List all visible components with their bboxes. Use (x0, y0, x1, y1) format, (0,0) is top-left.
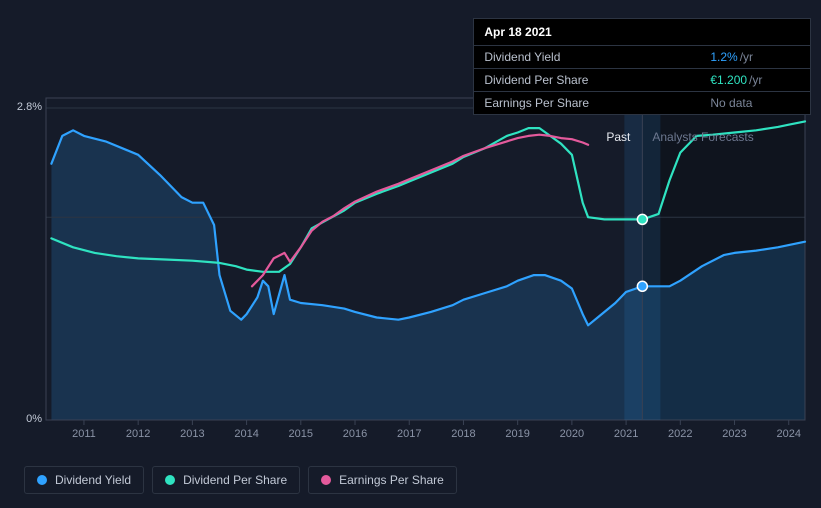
legend-item-eps[interactable]: Earnings Per Share (308, 466, 457, 494)
tooltip-label: Earnings Per Share (474, 92, 700, 114)
x-axis-label: 2023 (722, 428, 746, 440)
legend-swatch (321, 475, 331, 485)
chart-tooltip: Apr 18 2021 Dividend Yield 1.2%/yr Divid… (473, 18, 811, 115)
legend-label: Earnings Per Share (339, 473, 444, 487)
tooltip-value: 1.2%/yr (700, 46, 810, 68)
tooltip-row-dps: Dividend Per Share €1.200/yr (474, 68, 810, 91)
dividend-chart: Apr 18 2021 Dividend Yield 1.2%/yr Divid… (0, 0, 821, 508)
x-axis-label: 2021 (614, 428, 638, 440)
y-axis-label: 0% (26, 413, 42, 425)
x-axis-label: 2018 (451, 428, 475, 440)
tooltip-value: No data (700, 92, 810, 114)
tooltip-value: €1.200/yr (700, 69, 810, 91)
x-axis-label: 2014 (234, 428, 258, 440)
x-axis-label: 2016 (343, 428, 367, 440)
x-axis-label: 2012 (126, 428, 150, 440)
x-axis-label: 2022 (668, 428, 692, 440)
legend-label: Dividend Per Share (183, 473, 287, 487)
tooltip-row-eps: Earnings Per Share No data (474, 91, 810, 114)
legend-label: Dividend Yield (55, 473, 131, 487)
forecast-zone-label: Analysts Forecasts (652, 130, 753, 144)
tooltip-title: Apr 18 2021 (474, 19, 810, 45)
x-axis-label: 2013 (180, 428, 204, 440)
y-axis-label: 2.8% (17, 101, 42, 113)
x-axis-label: 2024 (776, 428, 800, 440)
chart-legend: Dividend Yield Dividend Per Share Earnin… (24, 466, 457, 494)
x-axis-label: 2020 (560, 428, 584, 440)
past-zone-label: Past (606, 130, 630, 144)
legend-swatch (165, 475, 175, 485)
x-axis-label: 2011 (72, 428, 96, 440)
legend-swatch (37, 475, 47, 485)
x-axis-label: 2019 (505, 428, 529, 440)
x-axis-label: 2015 (289, 428, 313, 440)
tooltip-label: Dividend Yield (474, 46, 700, 68)
tooltip-row-yield: Dividend Yield 1.2%/yr (474, 45, 810, 68)
legend-item-dps[interactable]: Dividend Per Share (152, 466, 300, 494)
x-axis-label: 2017 (397, 428, 421, 440)
legend-item-yield[interactable]: Dividend Yield (24, 466, 144, 494)
tooltip-label: Dividend Per Share (474, 69, 700, 91)
